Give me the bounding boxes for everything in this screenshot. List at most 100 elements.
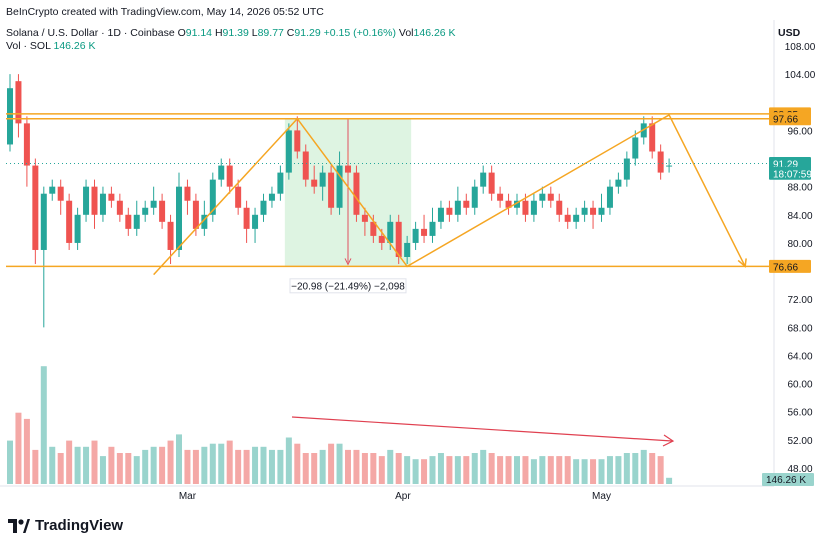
volume-legend-label[interactable]: Vol · SOL	[6, 40, 51, 52]
candle[interactable]	[437, 207, 444, 222]
candle[interactable]	[556, 200, 563, 215]
candle[interactable]	[116, 200, 123, 215]
candle[interactable]	[370, 221, 377, 236]
volume-bar	[176, 434, 182, 484]
candle[interactable]	[657, 151, 664, 173]
candle[interactable]	[302, 151, 309, 180]
candle[interactable]	[176, 186, 182, 250]
candle[interactable]	[252, 214, 259, 229]
candle[interactable]	[167, 221, 174, 250]
candle[interactable]	[192, 200, 199, 229]
candle[interactable]	[564, 214, 571, 222]
candle[interactable]	[480, 172, 487, 187]
candle[interactable]	[226, 165, 233, 187]
candle[interactable]	[294, 130, 301, 152]
candle[interactable]	[606, 186, 613, 208]
candle[interactable]	[514, 200, 520, 208]
candle[interactable]	[209, 179, 216, 215]
candle[interactable]	[99, 193, 106, 215]
candle[interactable]	[91, 186, 98, 215]
candle[interactable]	[277, 172, 284, 194]
candle[interactable]	[268, 193, 275, 201]
candle[interactable]	[488, 172, 495, 194]
projection-arrow-head	[737, 258, 747, 268]
price-tick-label: 72.00	[787, 295, 812, 306]
volume-bar	[268, 449, 275, 484]
high-value: 91.39	[222, 27, 249, 39]
candle[interactable]	[83, 186, 90, 215]
tradingview-logo[interactable]: TradingView	[8, 517, 123, 534]
candle[interactable]	[471, 186, 478, 208]
candle[interactable]	[142, 207, 149, 215]
candle[interactable]	[539, 193, 546, 201]
pattern-trendlines[interactable]	[153, 113, 746, 276]
candle[interactable]	[454, 200, 461, 215]
candle[interactable]	[649, 123, 656, 152]
candle[interactable]	[159, 200, 166, 222]
candle[interactable]	[108, 193, 115, 201]
candle[interactable]	[395, 221, 402, 257]
volume-bar	[116, 453, 123, 484]
candle[interactable]	[133, 214, 140, 229]
candle[interactable]	[125, 214, 132, 229]
volume-bar	[91, 440, 98, 484]
candle[interactable]	[387, 221, 394, 243]
candle[interactable]	[598, 207, 605, 215]
price-tick-label: 96.00	[787, 126, 812, 137]
candle[interactable]	[319, 172, 326, 187]
candle[interactable]	[353, 172, 360, 215]
candle[interactable]	[40, 193, 47, 250]
candle[interactable]	[378, 235, 385, 243]
candle[interactable]	[184, 186, 191, 201]
close-value: 91.29	[294, 27, 321, 39]
candle[interactable]	[74, 214, 81, 243]
candle[interactable]	[547, 193, 554, 201]
candle[interactable]	[666, 165, 673, 167]
price-badge	[769, 157, 811, 171]
candle[interactable]	[66, 200, 73, 243]
volume-bar	[74, 446, 81, 484]
candle[interactable]	[615, 179, 622, 187]
candle[interactable]	[404, 242, 411, 257]
candle[interactable]	[345, 165, 351, 173]
candle[interactable]	[446, 207, 453, 215]
candle[interactable]	[530, 200, 537, 215]
candle[interactable]	[49, 186, 56, 194]
volume-bar	[412, 459, 419, 484]
candle[interactable]	[218, 165, 225, 180]
candle[interactable]	[23, 123, 30, 166]
symbol-name[interactable]: Solana / U.S. Dollar · 1D · Coinbase	[6, 27, 175, 39]
candle[interactable]	[573, 214, 580, 222]
candle[interactable]	[497, 193, 504, 201]
candle[interactable]	[336, 165, 343, 208]
candle[interactable]	[311, 179, 318, 187]
candle[interactable]	[243, 207, 250, 229]
candle[interactable]	[15, 81, 22, 124]
volume-bar	[311, 453, 318, 484]
candle[interactable]	[429, 221, 436, 236]
candle[interactable]	[235, 186, 242, 208]
volume-trend-arrow[interactable]	[291, 416, 673, 442]
candle[interactable]	[361, 214, 368, 222]
volume-bar	[32, 449, 39, 484]
candle[interactable]	[7, 88, 13, 145]
candle[interactable]	[590, 207, 597, 215]
candle[interactable]	[285, 130, 292, 173]
candle[interactable]	[260, 200, 267, 215]
candle[interactable]	[632, 137, 639, 159]
price-badge	[769, 259, 811, 273]
candle[interactable]	[328, 172, 335, 208]
candle[interactable]	[505, 200, 512, 208]
candle[interactable]	[57, 186, 64, 201]
candle[interactable]	[150, 200, 157, 208]
candle[interactable]	[421, 228, 428, 236]
candle[interactable]	[581, 207, 588, 215]
candle[interactable]	[412, 228, 419, 243]
candle[interactable]	[463, 200, 470, 208]
candle[interactable]	[32, 165, 39, 250]
candle[interactable]	[522, 200, 529, 215]
high-label: H	[214, 27, 223, 39]
candle[interactable]	[623, 158, 630, 180]
candle[interactable]	[201, 214, 208, 229]
